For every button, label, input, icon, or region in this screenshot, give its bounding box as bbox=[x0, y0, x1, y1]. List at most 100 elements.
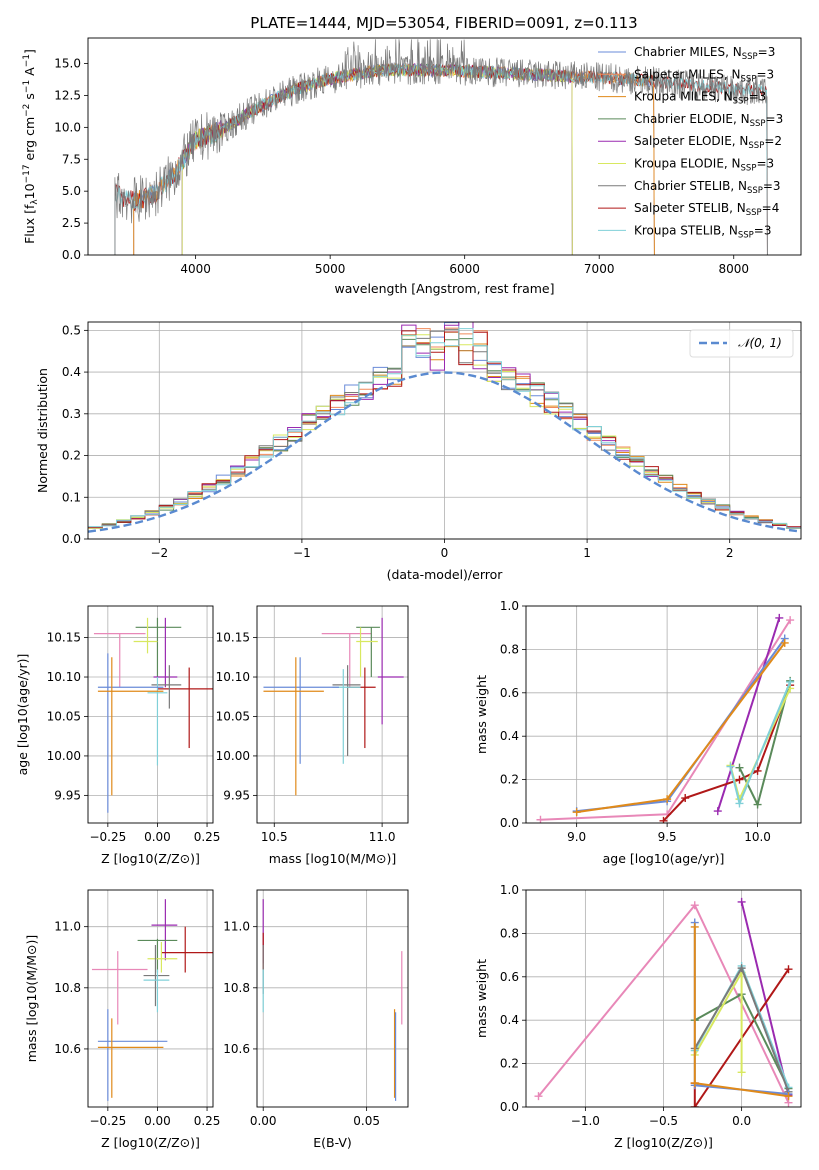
y-tick-label: 10.15 bbox=[47, 631, 81, 645]
y-tick-label: 10.0 bbox=[54, 120, 81, 134]
x-axis-label: mass [log10(M/M⊙)] bbox=[269, 851, 397, 866]
data-point bbox=[784, 965, 793, 974]
y-tick-label: 0.1 bbox=[62, 490, 81, 504]
legend-sub: SSP bbox=[747, 186, 763, 196]
x-axis-label: wavelength [Angstrom, rest frame] bbox=[334, 281, 554, 296]
axes-mass-vs-Z: −0.25 0.00 0.25 10.6 10.8 11.0 Z [log10(Z/Z⊙)]… bbox=[24, 889, 220, 1150]
axes-mass-vs-ebv: 0.00 0.05 10.6 10.8 11.0 E(B-V) bbox=[223, 889, 409, 1150]
legend-text: Kroupa STELIB, N bbox=[634, 223, 738, 237]
plot-area-mass-vs-Z bbox=[91, 899, 213, 1101]
legend-sub: SSP bbox=[741, 164, 757, 174]
y-tick-label: 11.0 bbox=[54, 920, 81, 934]
legend-entry: Chabrier ELODIE, NSSP=3 bbox=[634, 112, 783, 129]
y-tick-label: 10.10 bbox=[47, 670, 81, 684]
legend-sub: SSP bbox=[733, 97, 749, 107]
y-tick-label: 0.8 bbox=[500, 926, 519, 940]
y-tick-label: 0.2 bbox=[62, 449, 81, 463]
data-point bbox=[690, 922, 699, 931]
y-tick-label: 10.6 bbox=[54, 1042, 81, 1056]
data-point bbox=[726, 762, 735, 771]
y-tick-label: 10.8 bbox=[223, 981, 250, 995]
legend-entry: 𝒩(0, 1) bbox=[738, 336, 782, 350]
plot-area-massweight-vs-Z bbox=[534, 897, 793, 1107]
axes-frame bbox=[87, 321, 802, 540]
x-axis-label: Z [log10(Z/Z⊙)] bbox=[614, 1135, 713, 1150]
legend-text: Salpeter ELODIE, N bbox=[634, 134, 748, 148]
axes-frame bbox=[87, 889, 214, 1108]
y-tick-label: 0.5 bbox=[62, 323, 81, 337]
data-point bbox=[737, 1068, 746, 1077]
y-tick-label: 0.4 bbox=[500, 1013, 519, 1027]
axes-age-vs-Z: −0.25 0.00 0.25 9.95 10.00 10.05 10.10 10.15 Z [… bbox=[15, 605, 220, 866]
y-tick-label: 0.4 bbox=[500, 729, 519, 743]
plot-area-residuals bbox=[88, 322, 801, 533]
x-axis-label: Z [log10(Z/Z⊙)] bbox=[101, 1135, 200, 1150]
data-point bbox=[690, 1103, 699, 1107]
legend-residuals: 𝒩(0, 1) bbox=[689, 329, 794, 358]
x-tick-label: 0.00 bbox=[144, 1114, 171, 1128]
legend-tail: =3 bbox=[756, 67, 774, 81]
y-tick-label: 0.0 bbox=[62, 532, 81, 546]
data-point bbox=[786, 677, 795, 686]
data-point bbox=[784, 1092, 793, 1101]
data-point bbox=[572, 808, 581, 817]
x-tick-label: 9.5 bbox=[658, 830, 677, 844]
data-point bbox=[753, 800, 762, 809]
series-line bbox=[740, 901, 790, 1096]
y-tick-label: 0.0 bbox=[500, 1100, 519, 1114]
data-point bbox=[713, 807, 722, 816]
y-tick-label: 10.05 bbox=[47, 709, 81, 723]
axes-frame bbox=[525, 605, 802, 824]
legend-entry: Chabrier MILES, NSSP=3 bbox=[634, 45, 775, 62]
data-point bbox=[735, 763, 744, 772]
plot-area-age-vs-Z bbox=[93, 617, 213, 813]
normal-curve bbox=[88, 371, 801, 533]
x-tick-label: 1 bbox=[583, 546, 591, 560]
x-tick-label: 0.05 bbox=[353, 1114, 380, 1128]
data-point bbox=[735, 775, 744, 784]
plot-area-age-vs-mass bbox=[263, 617, 404, 796]
spectrum-line bbox=[133, 62, 655, 255]
spectrum-line bbox=[114, 39, 768, 255]
spectrum-line bbox=[181, 62, 573, 255]
x-tick-label: 11.0 bbox=[369, 830, 396, 844]
y-tick-label: 10.15 bbox=[216, 631, 250, 645]
y-tick-label: 10.6 bbox=[223, 1042, 250, 1056]
y-tick-label: 10.8 bbox=[54, 981, 81, 995]
histogram-line bbox=[88, 328, 801, 529]
legend-tail: =4 bbox=[762, 201, 780, 215]
y-axis-label: age [log10(age/yr)] bbox=[15, 654, 30, 776]
y-tick-label: 0.4 bbox=[62, 365, 81, 379]
y-tick-label: 10.10 bbox=[216, 670, 250, 684]
data-point bbox=[690, 1079, 699, 1088]
x-tick-label: 2 bbox=[726, 546, 734, 560]
legend-text: Chabrier MILES, N bbox=[634, 45, 742, 59]
y-axis-label: Flux [fλ10−17 erg cm−2 s−1 A−1] bbox=[22, 49, 40, 244]
x-tick-label: 7000 bbox=[584, 262, 615, 276]
x-tick-label: 0.00 bbox=[144, 830, 171, 844]
figure-title: PLATE=1444, MJD=53054, FIBERID=0091, z=0… bbox=[250, 14, 637, 32]
y-tick-label: 5.0 bbox=[62, 184, 81, 198]
y-tick-label: 0.0 bbox=[62, 248, 81, 262]
y-tick-label: 11.0 bbox=[223, 920, 250, 934]
data-point bbox=[663, 795, 672, 804]
data-point bbox=[681, 794, 690, 803]
spectrum-line bbox=[133, 62, 655, 255]
x-axis-label: E(B-V) bbox=[313, 1135, 352, 1150]
axes-massweight-vs-Z: −1.0 −0.5 0.0 0.0 0.2 0.4 0.6 0.8 1.0 Z [log10(Z/… bbox=[474, 883, 802, 1150]
x-tick-label: 0.00 bbox=[250, 1114, 277, 1128]
y-tick-label: 2.5 bbox=[62, 216, 81, 230]
legend-text: Salpeter MILES, N bbox=[634, 67, 741, 81]
legend-sub: SSP bbox=[748, 141, 764, 151]
legend-tail: =3 bbox=[756, 157, 774, 171]
legend-sub: SSP bbox=[750, 119, 766, 129]
y-tick-label: 9.95 bbox=[54, 788, 81, 802]
legend-text: Salpeter STELIB, N bbox=[634, 201, 746, 215]
x-tick-label: 6000 bbox=[449, 262, 480, 276]
legend-tail: =3 bbox=[758, 45, 776, 59]
x-axis-label: (data-model)/error bbox=[387, 567, 504, 582]
data-point bbox=[735, 799, 744, 808]
data-point bbox=[753, 766, 762, 775]
